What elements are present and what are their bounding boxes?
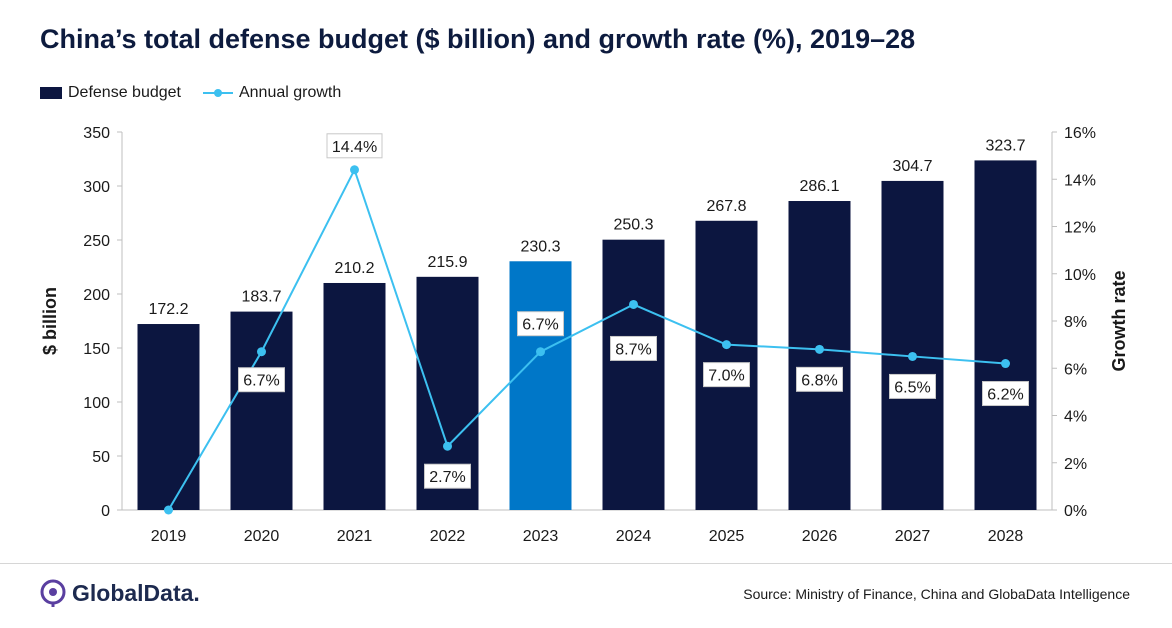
x-tick-label-2022: 2022 xyxy=(430,528,466,545)
growth-point-2028 xyxy=(1001,359,1010,369)
growth-label-2024: 8.7% xyxy=(615,341,651,358)
y-left-tick-label: 100 xyxy=(83,395,110,412)
y-left-tick-label: 0 xyxy=(101,503,110,520)
x-tick-label-2027: 2027 xyxy=(895,528,931,545)
growth-label-2026: 6.8% xyxy=(801,372,837,389)
bar-2023 xyxy=(509,261,572,510)
growth-label-2021: 14.4% xyxy=(332,139,377,156)
growth-point-2022 xyxy=(443,441,452,451)
y-right-tick-label: 12% xyxy=(1064,220,1096,237)
bar-value-label-2022: 215.9 xyxy=(427,254,467,271)
bar-value-label-2028: 323.7 xyxy=(985,137,1025,154)
y-right-tick-label: 10% xyxy=(1064,267,1096,284)
y-right-tick-label: 16% xyxy=(1064,125,1096,142)
bar-value-label-2025: 267.8 xyxy=(706,198,746,215)
legend-item-defense-budget: Defense budget xyxy=(40,84,181,102)
bar-2020 xyxy=(230,311,293,510)
growth-label-box-2028 xyxy=(982,381,1029,407)
y-right-tick-label: 6% xyxy=(1064,361,1087,378)
chart-legend: Defense budget Annual growth xyxy=(40,84,363,102)
globaldata-logo: GlobalData. xyxy=(40,578,200,608)
y-left-tick-label: 350 xyxy=(83,125,110,142)
growth-point-2024 xyxy=(629,299,638,309)
growth-label-box-2026 xyxy=(796,366,843,392)
x-tick-label-2028: 2028 xyxy=(988,528,1024,545)
bar-value-label-2027: 304.7 xyxy=(892,158,932,175)
legend-item-annual-growth: Annual growth xyxy=(202,84,342,102)
growth-point-2025 xyxy=(722,340,731,350)
footer-divider xyxy=(0,563,1172,564)
growth-label-2025: 7.0% xyxy=(708,368,744,385)
growth-label-box-2020 xyxy=(238,367,285,393)
growth-label-box-2022 xyxy=(424,463,471,489)
y-axis-title-left: $ billion xyxy=(40,287,60,355)
growth-point-2021 xyxy=(350,165,359,175)
bar-2021 xyxy=(323,282,386,510)
growth-point-2020 xyxy=(257,347,266,357)
growth-label-box-2023 xyxy=(517,311,564,337)
bar-value-label-2019: 172.2 xyxy=(148,301,188,318)
x-tick-label-2021: 2021 xyxy=(337,528,373,545)
y-right-tick-label: 2% xyxy=(1064,456,1087,473)
bar-value-label-2024: 250.3 xyxy=(613,217,653,234)
y-right-tick-label: 4% xyxy=(1064,409,1087,426)
bar-value-label-2020: 183.7 xyxy=(241,289,281,306)
chart-canvas: 0 50 100 150 200 250 300 350 0% 2% 4% 6% 8% 10% 12% 14%… xyxy=(40,125,1129,545)
growth-label-2022: 2.7% xyxy=(429,469,465,486)
y-right-tick-label: 8% xyxy=(1064,314,1087,331)
y-left-tick-label: 50 xyxy=(92,449,110,466)
growth-label-box-2027 xyxy=(889,373,936,399)
x-tick-label-2020: 2020 xyxy=(244,528,280,545)
y-right-tick-label: 14% xyxy=(1064,172,1096,189)
y-left-tick-label: 300 xyxy=(83,179,110,196)
growth-point-2019 xyxy=(164,505,173,515)
growth-label-2027: 6.5% xyxy=(894,379,930,396)
growth-point-2026 xyxy=(815,344,824,354)
globaldata-logo-icon xyxy=(40,579,66,607)
growth-label-box-2024 xyxy=(610,335,657,361)
bar-value-label-2023: 230.3 xyxy=(520,238,560,255)
growth-line xyxy=(167,167,1006,511)
y-right-tick-label: 0% xyxy=(1064,503,1087,520)
legend-swatch-line xyxy=(202,86,233,100)
bar-2027 xyxy=(881,180,944,510)
growth-label-box-2021 xyxy=(326,133,383,159)
legend-label-annual-growth: Annual growth xyxy=(238,84,342,101)
growth-label-2020: 6.7% xyxy=(243,373,279,390)
bar-value-label-2026: 286.1 xyxy=(799,178,839,195)
y-left-tick-label: 250 xyxy=(83,233,110,250)
x-tick-label-2026: 2026 xyxy=(802,528,838,545)
x-tick-label-2019: 2019 xyxy=(151,528,187,545)
chart-title: China’s total defense budget ($ billion)… xyxy=(40,24,916,54)
growth-label-box-2025 xyxy=(703,362,750,388)
bar-value-label-2021: 210.2 xyxy=(334,260,374,277)
y-left-tick-label: 200 xyxy=(83,287,110,304)
x-tick-label-2025: 2025 xyxy=(709,528,745,545)
logo-text: GlobalData. xyxy=(72,579,200,606)
growth-label-2028: 6.2% xyxy=(987,387,1023,404)
legend-swatch-bar xyxy=(40,87,62,99)
growth-label-2023: 6.7% xyxy=(522,317,558,334)
growth-point-2023 xyxy=(536,347,545,357)
x-tick-label-2023: 2023 xyxy=(523,528,559,545)
growth-point-2027 xyxy=(908,351,917,361)
bar-2019 xyxy=(137,324,200,510)
bar-2026 xyxy=(788,201,851,510)
y-left-tick-label: 150 xyxy=(83,341,110,358)
bar-2024 xyxy=(602,239,665,510)
source-note: Source: Ministry of Finance, China and G… xyxy=(743,586,1130,602)
y-axis-title-right: Growth rate xyxy=(1109,270,1129,371)
bar-2028 xyxy=(974,160,1037,511)
legend-label-defense-budget: Defense budget xyxy=(68,84,181,101)
x-tick-label-2024: 2024 xyxy=(616,528,652,545)
